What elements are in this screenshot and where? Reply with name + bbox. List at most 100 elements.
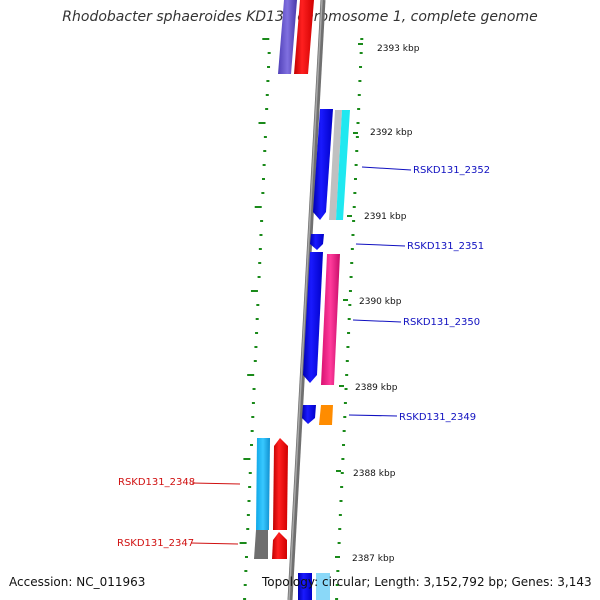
gene-feature-blue-2349[interactable] bbox=[302, 405, 316, 424]
gene-feature-grey-2347[interactable] bbox=[254, 530, 268, 559]
ring-dot bbox=[359, 66, 363, 68]
gene-feature-red-2348[interactable] bbox=[273, 438, 288, 530]
ring-dot bbox=[260, 220, 264, 222]
scale-tick bbox=[353, 132, 358, 134]
ring-dot bbox=[265, 94, 269, 96]
ring-dot bbox=[254, 346, 258, 348]
chromosome-backbone bbox=[287, 0, 326, 600]
gene-feature-cyan-2348[interactable] bbox=[256, 438, 270, 530]
ring-dot bbox=[252, 388, 256, 390]
gene-feature-red-2347[interactable] bbox=[272, 532, 287, 559]
scale-tick bbox=[339, 385, 344, 387]
gene-feature-pink-2350[interactable] bbox=[321, 254, 340, 385]
ring-dot bbox=[265, 108, 269, 110]
scale-label: 2393 kbp bbox=[377, 44, 420, 54]
ring-dot bbox=[356, 122, 360, 124]
ring-dot bbox=[255, 318, 259, 320]
ring-dot bbox=[243, 598, 247, 600]
ring-dot bbox=[340, 486, 344, 488]
scale-ticks bbox=[335, 43, 363, 558]
ring-dot bbox=[243, 458, 251, 460]
ring-dot bbox=[261, 192, 265, 194]
ring-dot bbox=[335, 598, 339, 600]
accession-text: Accession: NC_011963 bbox=[9, 575, 146, 589]
gene-label[interactable]: RSKD131_2348 bbox=[118, 477, 195, 488]
leader-line bbox=[355, 243, 406, 247]
ring-dot bbox=[342, 430, 346, 432]
ring-dot bbox=[359, 52, 363, 54]
scale-label: 2390 kbp bbox=[359, 297, 402, 307]
ring-dot bbox=[341, 458, 345, 460]
ring-dot bbox=[246, 514, 250, 516]
scale-tick bbox=[347, 215, 352, 217]
ring-dot bbox=[253, 360, 257, 362]
ring-dot bbox=[337, 542, 341, 544]
scale-tick bbox=[343, 299, 348, 301]
scale-label: 2387 kbp bbox=[352, 554, 395, 564]
ring-dot bbox=[347, 332, 351, 334]
scale-label: 2389 kbp bbox=[355, 383, 398, 393]
ring-dot bbox=[251, 416, 255, 418]
gene-label[interactable]: RSKD131_2351 bbox=[407, 241, 484, 252]
gene-feature-orange-2349[interactable] bbox=[319, 405, 333, 425]
scale-tick bbox=[335, 556, 340, 558]
ring-dot bbox=[246, 528, 250, 530]
gene-feature-cyan-2352[interactable] bbox=[336, 110, 350, 220]
leader-line bbox=[348, 414, 398, 417]
ring-dot bbox=[353, 178, 357, 180]
gene-label[interactable]: RSKD131_2350 bbox=[403, 317, 480, 328]
ring-dot bbox=[350, 262, 354, 264]
gene-feature-blue-2352[interactable] bbox=[313, 109, 333, 220]
gene-label[interactable]: RSKD131_2352 bbox=[413, 165, 490, 176]
scale-label: 2388 kbp bbox=[353, 469, 396, 479]
ring-dot bbox=[338, 514, 342, 516]
gene-label[interactable]: RSKD131_2347 bbox=[117, 538, 194, 549]
leader-line bbox=[191, 482, 241, 485]
ring-dot bbox=[355, 136, 359, 138]
ring-dot bbox=[342, 444, 346, 446]
gene-feature-purple[interactable] bbox=[278, 0, 297, 74]
ring-dot bbox=[354, 164, 358, 166]
ring-dot bbox=[352, 220, 356, 222]
ring-dot bbox=[247, 374, 255, 376]
ring-dot bbox=[263, 150, 267, 152]
ring-dot bbox=[250, 290, 258, 292]
gene-feature-lightblue-bottom[interactable] bbox=[316, 573, 330, 600]
ring-dot bbox=[243, 584, 247, 586]
ring-dot bbox=[335, 584, 339, 586]
ring-dot bbox=[258, 262, 262, 264]
ring-dot bbox=[250, 444, 254, 446]
ring-dot bbox=[357, 94, 361, 96]
ring-dot bbox=[251, 402, 255, 404]
ring-dot bbox=[348, 290, 352, 292]
ring-dot bbox=[259, 234, 263, 236]
ring-dot bbox=[254, 206, 262, 208]
ring-dot bbox=[345, 374, 349, 376]
gene-feature-blue-2350[interactable] bbox=[303, 252, 323, 383]
ring-dot bbox=[360, 38, 364, 40]
gene-label[interactable]: RSKD131_2349 bbox=[399, 412, 476, 423]
ring-dot bbox=[256, 304, 260, 306]
leader-line bbox=[190, 542, 239, 545]
scale-tick bbox=[336, 470, 341, 472]
gene-feature-blue-bottom[interactable] bbox=[298, 573, 312, 600]
ring-dot bbox=[263, 136, 267, 138]
ring-dot bbox=[344, 388, 348, 390]
gene-feature-grey[interactable] bbox=[329, 110, 342, 220]
ring-dot bbox=[339, 500, 343, 502]
ring-dot bbox=[266, 80, 270, 82]
ring-dot bbox=[262, 164, 266, 166]
ring-dot bbox=[343, 416, 347, 418]
gene-feature-red-top[interactable] bbox=[294, 0, 314, 74]
ring-dot bbox=[244, 570, 248, 572]
ring-dot bbox=[350, 248, 354, 250]
ring-dot bbox=[340, 472, 344, 474]
ring-dot bbox=[348, 304, 352, 306]
ring-dot bbox=[336, 570, 340, 572]
ring-dot bbox=[357, 108, 361, 110]
ring-dots bbox=[239, 38, 364, 600]
leader-line bbox=[352, 319, 402, 323]
gene-feature-blue-2351[interactable] bbox=[310, 234, 324, 250]
ring-dot bbox=[248, 486, 252, 488]
